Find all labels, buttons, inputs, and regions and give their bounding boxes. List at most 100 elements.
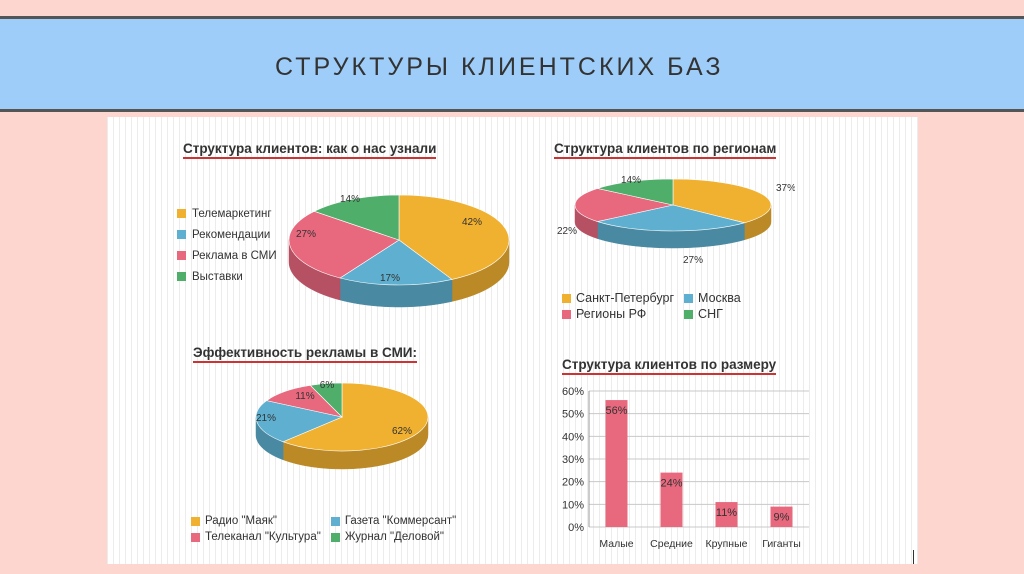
pie-value-label: 17% — [380, 273, 400, 284]
x-tick-label: Гиганты — [762, 538, 801, 550]
legend-item: Газета "Коммерсант" — [330, 513, 457, 529]
legend-item: Журнал "Деловой" — [330, 529, 456, 545]
top-strip — [0, 0, 1024, 16]
bar-value-label: 56% — [605, 405, 627, 417]
pie-slice — [309, 382, 343, 418]
pie-value-label: 22% — [557, 226, 577, 237]
legend-item: Выставки — [177, 266, 277, 287]
chart1-title-wrap: Структура клиентов: как о нас узнали — [183, 141, 437, 159]
chart2-pie: 37% 27% 22% 14% — [557, 175, 795, 266]
legend-swatch — [177, 251, 186, 260]
chart1-title: Структура клиентов: как о нас узнали — [183, 141, 437, 156]
legend-label: Рекомендации — [192, 228, 271, 241]
bar-value-label: 11% — [716, 507, 737, 519]
chart3-title-underline — [193, 361, 418, 363]
legend-item: Телемаркетинг — [177, 203, 277, 224]
legend-item: Радио "Маяк" — [191, 513, 321, 529]
legend-swatch — [684, 293, 694, 303]
pie-value-label: 11% — [295, 391, 314, 402]
pie-value-label: 42% — [462, 217, 482, 228]
x-tick-label: Средние — [650, 538, 693, 550]
y-tick-label: 60% — [562, 386, 584, 398]
x-tick-label: Крупные — [706, 538, 748, 550]
pie-value-label: 14% — [621, 175, 641, 186]
pie-slice — [596, 178, 674, 206]
y-tick-label: 30% — [562, 454, 584, 466]
legend-swatch — [177, 230, 186, 239]
legend-swatch — [562, 293, 571, 303]
legend-swatch — [562, 309, 571, 319]
chart3-title: Эффективность рекламы в СМИ: — [193, 345, 418, 360]
legend-label: Реклама в СМИ — [192, 249, 277, 262]
pie-value-label: 14% — [340, 194, 360, 205]
legend-swatch — [191, 516, 200, 526]
pie-slice — [282, 382, 429, 452]
text-cursor-icon — [913, 550, 917, 564]
y-tick-label: 0% — [568, 522, 584, 534]
pie-slice — [574, 188, 674, 222]
slide-title: СТРУКТУРЫ КЛИЕНТСКИХ БАЗ — [275, 53, 724, 81]
chart4-bar: 0% 10% 20% 30% 40% 50% 60% 56% Малые 24% Средние 11… — [562, 386, 809, 550]
pie-slice — [596, 204, 746, 232]
chart2-title-wrap: Структура клиентов по регионам — [554, 141, 777, 159]
y-tick-label: 40% — [562, 431, 584, 443]
chart4-title-underline — [562, 373, 777, 375]
legend-swatch — [684, 309, 694, 319]
chart2-title: Структура клиентов по регионам — [554, 141, 777, 156]
pie-slice — [398, 194, 510, 280]
legend-item: Рекомендации — [177, 224, 277, 245]
legend-label: Москва — [698, 291, 741, 305]
y-tick-label: 50% — [562, 409, 584, 421]
legend-swatch — [330, 532, 340, 542]
legend-swatch — [330, 516, 340, 526]
bar — [770, 506, 793, 527]
legend-label: Телемаркетинг — [192, 207, 272, 220]
bar-value-label: 9% — [774, 512, 790, 524]
chart1-legend: Телемаркетинг Рекомендации Реклама в СМИ Вы… — [177, 203, 277, 287]
pie-slice — [288, 210, 400, 279]
chart2-legend: Санкт-Петербург Москва Регионы РФ СНГ — [562, 290, 741, 322]
chart3-pie: 62% 21% 11% 6% — [255, 380, 429, 470]
legend-swatch — [177, 209, 186, 218]
pie-slice — [255, 400, 343, 443]
chart1-pie: 42% 17% 27% 14% — [288, 194, 510, 308]
pie-value-label: 21% — [256, 413, 276, 424]
legend-swatch — [177, 272, 186, 281]
bar — [660, 472, 683, 527]
bar — [715, 502, 738, 527]
chart2-title-underline — [554, 157, 777, 159]
legend-label: Журнал "Деловой" — [344, 531, 444, 543]
pie-value-label: 6% — [320, 380, 335, 391]
pie-value-label: 27% — [296, 229, 316, 240]
legend-label: Санкт-Петербург — [576, 291, 675, 305]
chart4-title: Структура клиентов по размеру — [562, 357, 777, 372]
chart4-title-wrap: Структура клиентов по размеру — [562, 357, 777, 375]
legend-item: Москва — [684, 290, 741, 306]
legend-label: Радио "Маяк" — [205, 515, 277, 527]
legend-item: Реклама в СМИ — [177, 245, 277, 266]
infographic-panel: Структура клиентов: как о нас узнали Тел… — [107, 117, 918, 564]
legend-label: СНГ — [698, 307, 723, 321]
legend-label: Газета "Коммерсант" — [344, 515, 457, 527]
x-tick-label: Малые — [599, 538, 633, 550]
bar-value-label: 24% — [660, 478, 682, 490]
chart3-legend: Радио "Маяк" Газета "Коммерсант" Телеканал… — [191, 513, 456, 545]
legend-item: СНГ — [684, 306, 741, 322]
pie-value-label: 37% — [776, 183, 795, 194]
legend-item: Санкт-Петербург — [562, 290, 674, 306]
pie-slice — [672, 178, 772, 224]
pie-slice — [339, 239, 453, 286]
chart1-title-underline — [183, 157, 437, 159]
chart3-title-wrap: Эффективность рекламы в СМИ: — [193, 345, 418, 363]
slide-header: СТРУКТУРЫ КЛИЕНТСКИХ БАЗ — [0, 16, 1024, 112]
pie-slice — [313, 194, 400, 241]
legend-item: Регионы РФ — [562, 306, 674, 322]
bar — [605, 400, 628, 527]
legend-swatch — [191, 532, 200, 542]
y-tick-label: 10% — [562, 499, 584, 511]
legend-label: Выставки — [192, 270, 243, 283]
y-tick-label: 20% — [562, 477, 584, 489]
legend-label: Телеканал "Культура" — [205, 531, 321, 543]
legend-item: Телеканал "Культура" — [191, 529, 321, 545]
pie-value-label: 27% — [683, 255, 703, 266]
